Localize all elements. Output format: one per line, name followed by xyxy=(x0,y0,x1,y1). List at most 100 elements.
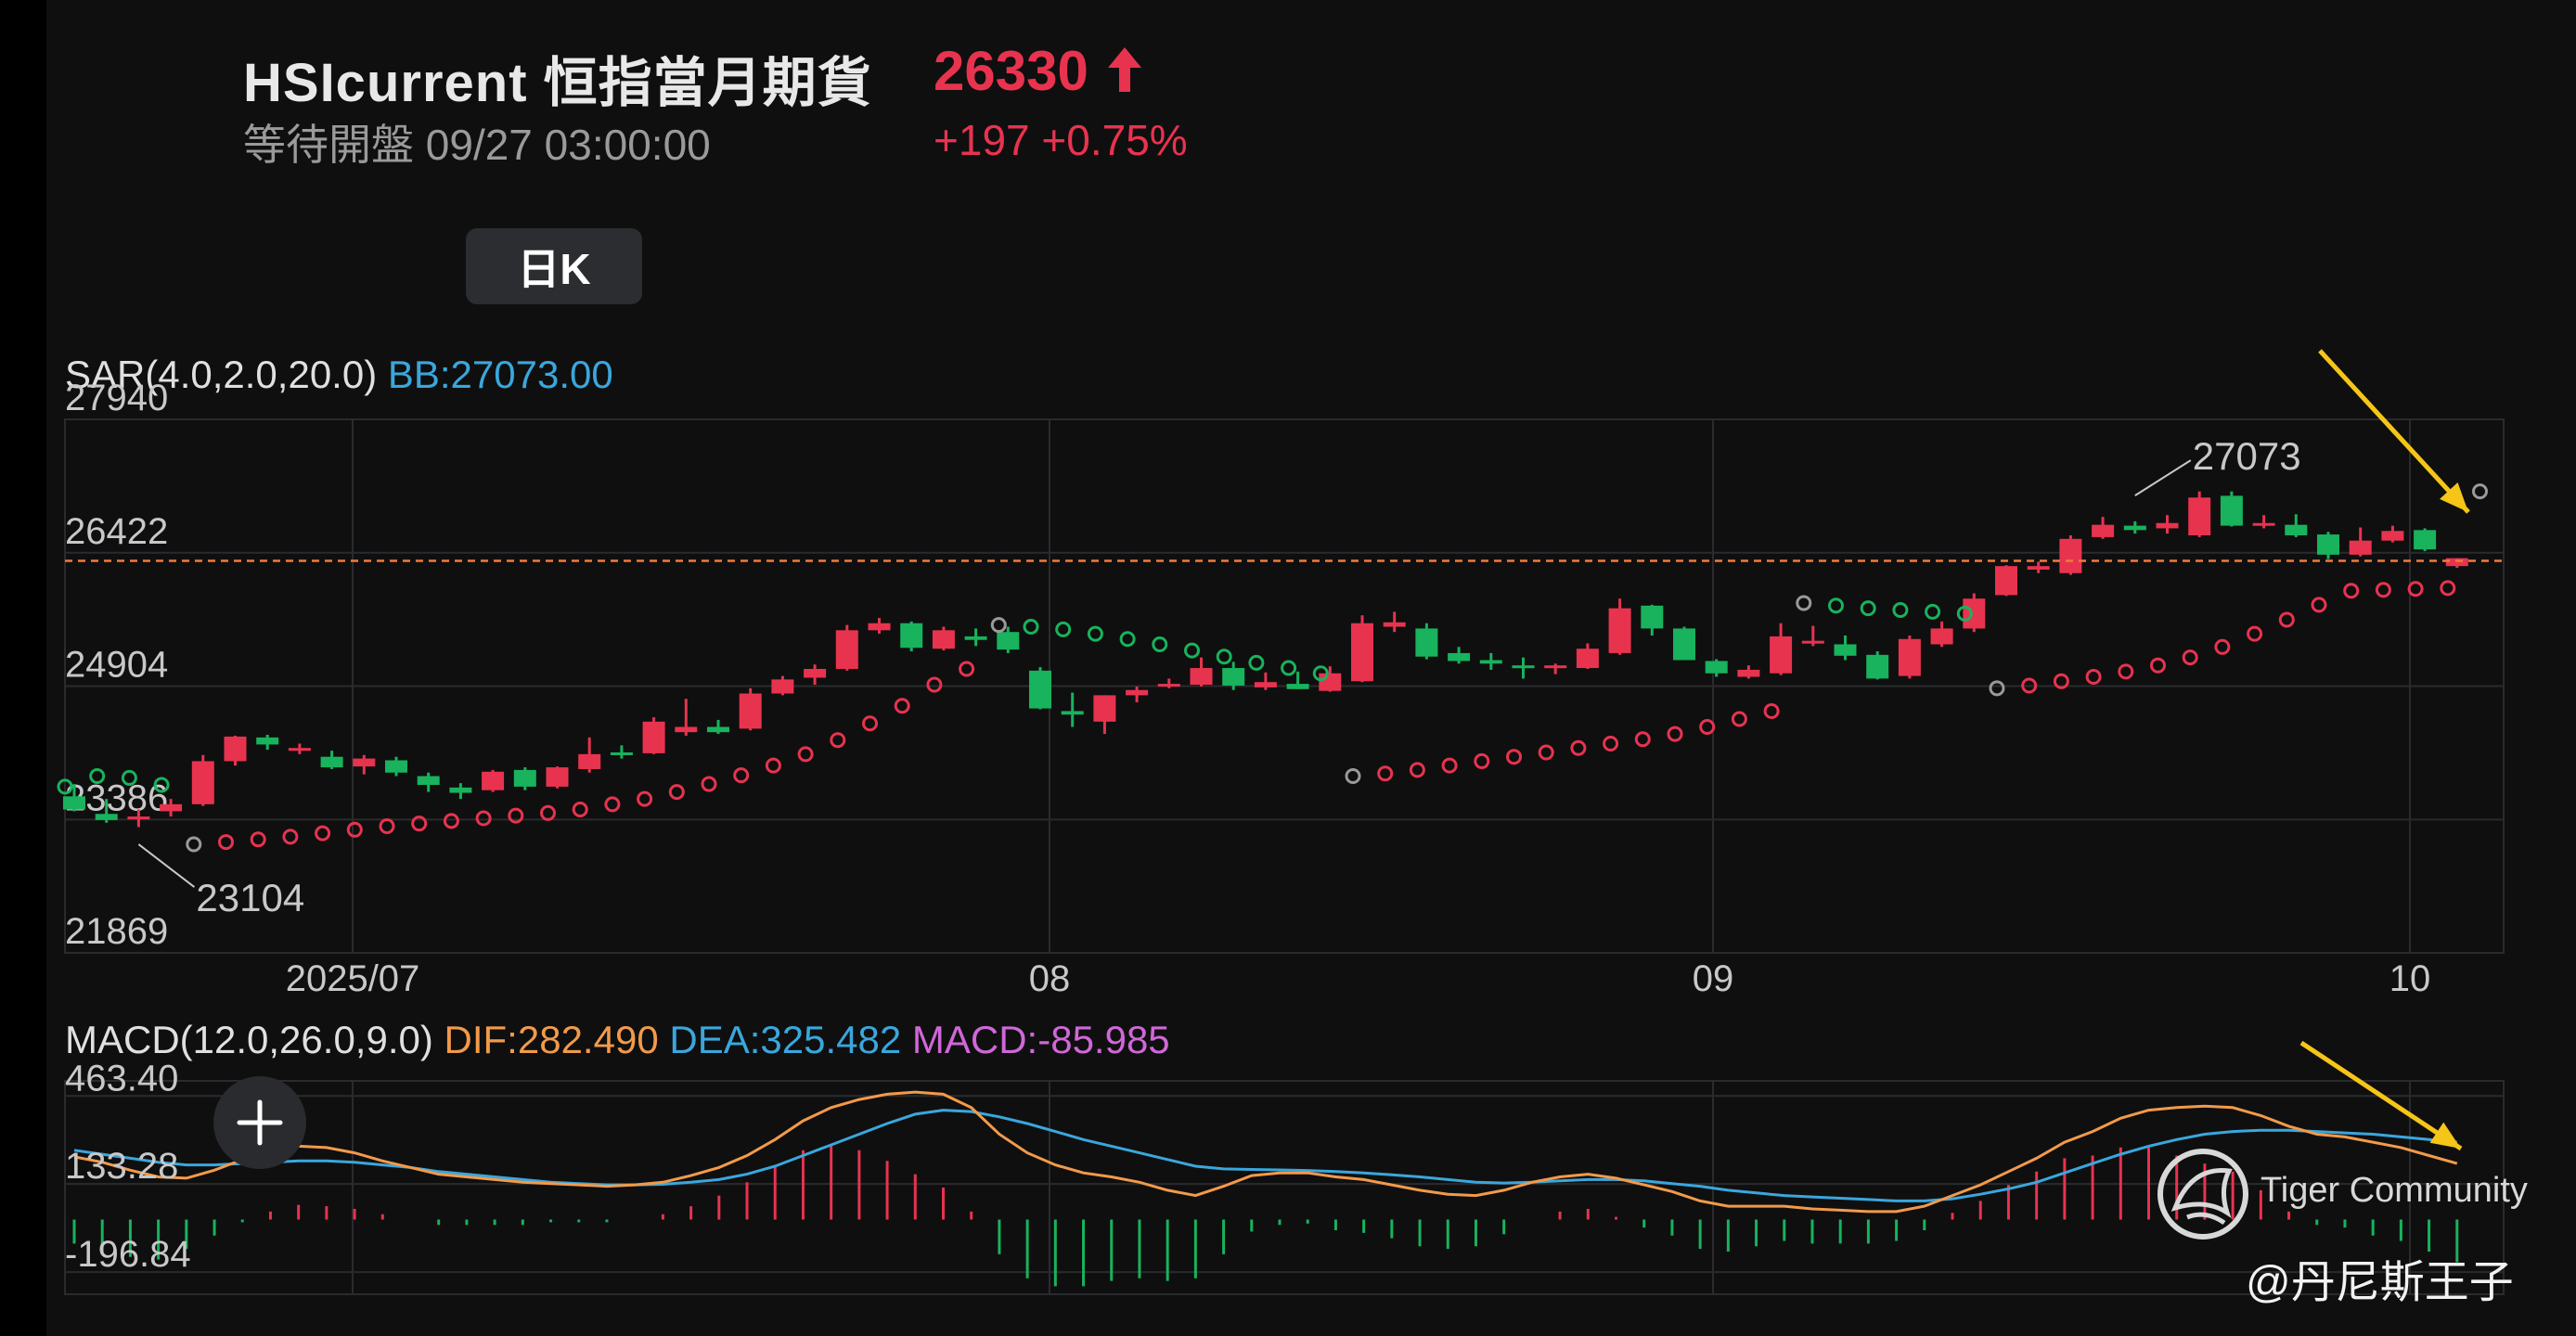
sar-dot xyxy=(701,776,717,792)
sar-dot xyxy=(540,804,556,821)
candle-body xyxy=(95,814,118,820)
candle-body xyxy=(2445,558,2468,567)
candle xyxy=(2059,535,2082,575)
sar-dot xyxy=(1409,762,1425,778)
dif-line xyxy=(73,1090,2458,1214)
candle xyxy=(127,809,150,828)
candle xyxy=(610,745,633,759)
candle-body xyxy=(1801,640,1824,644)
macd-params: MACD(12.0,26.0,9.0) xyxy=(65,1018,433,1061)
candle-body xyxy=(1995,566,2017,596)
candle xyxy=(1641,604,1664,636)
candle-body xyxy=(1157,684,1180,687)
sar-dot xyxy=(1538,744,1554,761)
yellow-arrow-icon xyxy=(2318,349,2470,514)
candle-body xyxy=(1190,668,1213,686)
candle xyxy=(256,735,279,751)
candle xyxy=(1963,593,1986,633)
sar-dot xyxy=(1281,660,1297,676)
candle xyxy=(1737,665,1760,679)
candle-body xyxy=(1673,628,1695,661)
candle xyxy=(191,754,214,806)
annotation-label: 23104 xyxy=(196,876,304,919)
x-tick-label: 10 xyxy=(2389,958,2431,999)
candle xyxy=(739,687,762,731)
candle xyxy=(63,784,85,812)
candle xyxy=(578,737,601,773)
candle-body xyxy=(642,721,665,753)
sar-dot xyxy=(2311,597,2327,613)
sar-dot xyxy=(1667,726,1683,742)
sar-indicator-label[interactable]: SAR(4.0,2.0,20.0) BB:27073.00 xyxy=(65,353,613,397)
x-axis: 2025/07 08 09 10 xyxy=(286,958,2431,999)
candle-body xyxy=(1093,695,1116,722)
sar-dot xyxy=(1634,731,1651,748)
sar-dot xyxy=(1377,765,1394,782)
sar-dot xyxy=(411,816,428,832)
candle-body xyxy=(224,736,247,762)
candle xyxy=(546,766,569,789)
candle-body xyxy=(2123,525,2146,531)
sar-dot xyxy=(1184,642,1200,659)
candle-body xyxy=(1479,660,1502,664)
macd-plot-border xyxy=(64,1080,2505,1295)
dea-line xyxy=(73,1109,2457,1202)
sar-dot xyxy=(1087,625,1103,642)
sar-dot xyxy=(121,769,137,786)
candle-body xyxy=(1512,665,1535,669)
candle xyxy=(2317,532,2339,559)
add-indicator-button[interactable] xyxy=(213,1076,306,1169)
candle-body xyxy=(739,693,762,729)
sar-dot xyxy=(1345,768,1361,785)
sar-dot xyxy=(2278,611,2295,628)
sar-dot xyxy=(1474,752,1490,769)
candle xyxy=(2285,514,2308,537)
candle xyxy=(2220,491,2243,527)
candle xyxy=(1254,672,1277,690)
macd-dif-value: DIF:282.490 xyxy=(444,1018,659,1061)
tab-daily-k[interactable]: 日K xyxy=(466,228,642,304)
sar-dot xyxy=(1956,605,1973,622)
candle xyxy=(2445,558,2468,569)
candle xyxy=(160,799,183,817)
sar-dot xyxy=(2343,583,2360,599)
sar-dot xyxy=(2214,638,2231,655)
candle xyxy=(771,675,794,696)
candle-body xyxy=(2092,524,2115,537)
sar-dot xyxy=(830,732,846,749)
candle-body xyxy=(2188,497,2211,536)
sar-dot xyxy=(1603,735,1619,752)
sar-dot xyxy=(2472,483,2488,500)
sar-dot xyxy=(2118,663,2134,680)
sar-dot xyxy=(733,767,750,784)
sar-dot xyxy=(153,777,170,793)
sar-dot xyxy=(2021,677,2038,694)
arrow-up-icon xyxy=(1107,47,1141,92)
last-price-value: 26330 xyxy=(934,40,1088,102)
sar-dot xyxy=(990,617,1007,634)
candle xyxy=(1512,657,1535,679)
candle-body xyxy=(1576,649,1599,669)
macd-indicator-label[interactable]: MACD(12.0,26.0,9.0) DIF:282.490 DEA:325.… xyxy=(65,1018,1170,1062)
candle-body xyxy=(1351,623,1373,682)
candle-body xyxy=(288,748,311,752)
sar-dot xyxy=(2053,673,2069,689)
sar-dot xyxy=(346,821,363,838)
sar-dot xyxy=(959,661,975,677)
candle xyxy=(707,719,729,735)
candle xyxy=(932,626,955,651)
candle-body xyxy=(449,787,472,793)
chart-annotations: 27073 23104 xyxy=(137,434,2301,919)
candle-body xyxy=(964,636,987,640)
candle-body xyxy=(127,816,150,820)
candle-body xyxy=(1126,689,1149,696)
candle-body xyxy=(1866,654,1889,679)
sar-dot xyxy=(186,836,202,853)
main-plot-border xyxy=(64,418,2505,954)
candle xyxy=(1190,657,1213,687)
candle-body xyxy=(256,737,279,745)
candle xyxy=(675,699,698,736)
candle-body xyxy=(835,630,858,669)
candle-body xyxy=(610,752,633,755)
